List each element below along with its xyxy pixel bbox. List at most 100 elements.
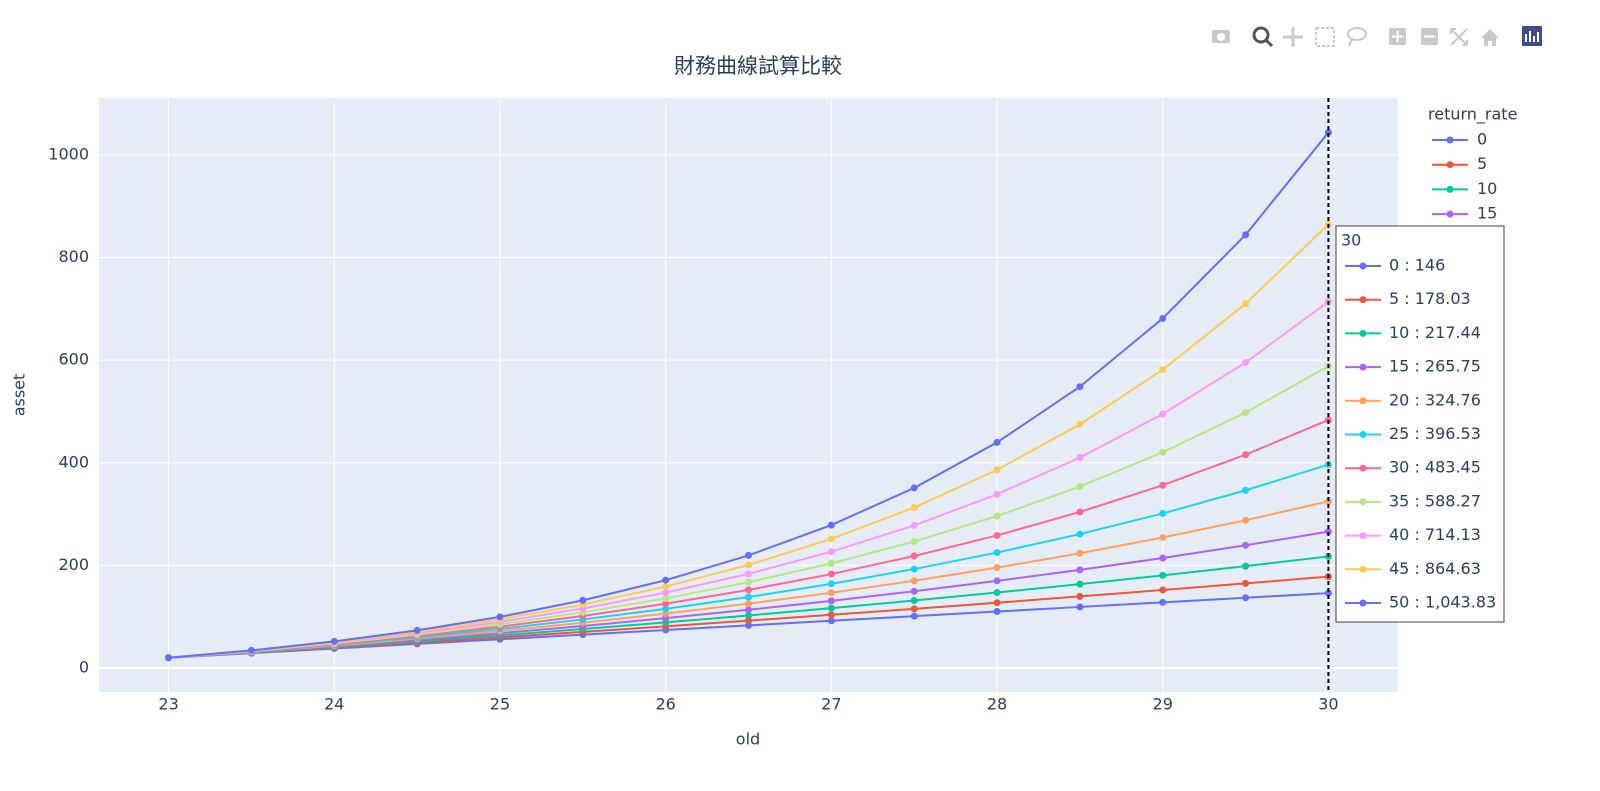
data-point: [993, 531, 1001, 539]
legend-item[interactable]: 15: [1432, 204, 1497, 223]
toolbar-button[interactable]: [1481, 29, 1499, 46]
data-point: [1076, 508, 1084, 516]
x-tick-label: 25: [490, 695, 510, 714]
legend-item[interactable]: 5: [1432, 154, 1487, 173]
hover-label: 20 : 324.76: [1389, 390, 1481, 409]
data-point: [1242, 486, 1250, 494]
legend-marker: [1446, 210, 1454, 218]
data-point: [1076, 566, 1084, 574]
data-point: [745, 593, 752, 601]
data-point: [1076, 383, 1084, 391]
data-point: [827, 604, 835, 612]
data-point: [1076, 483, 1084, 491]
data-point: [993, 490, 1001, 498]
hover-marker: [1359, 329, 1367, 337]
data-point: [745, 578, 752, 586]
data-point: [993, 589, 1001, 597]
hover-marker: [1359, 599, 1367, 607]
toolbar-button[interactable]: [1389, 28, 1406, 45]
data-point: [165, 654, 173, 662]
data-point: [1076, 530, 1084, 538]
data-point: [662, 589, 670, 597]
data-point: [910, 552, 918, 560]
toolbar-button[interactable]: [1315, 27, 1335, 47]
data-point: [910, 587, 918, 595]
hover-marker: [1359, 565, 1367, 573]
hover-label: 0 : 146: [1389, 256, 1445, 275]
data-point: [827, 535, 835, 543]
data-point: [993, 466, 1001, 474]
toolbar-button[interactable]: [1212, 30, 1230, 43]
toolbar-button[interactable]: [1347, 27, 1367, 47]
data-point: [1159, 598, 1167, 606]
data-point: [910, 565, 918, 573]
data-point: [662, 600, 670, 608]
legend-label: 15: [1477, 204, 1497, 223]
data-point: [1159, 481, 1167, 489]
data-point: [745, 586, 752, 594]
data-point: [827, 597, 835, 605]
data-point: [662, 605, 670, 613]
data-point: [827, 559, 835, 567]
hover-box: [1335, 225, 1505, 623]
data-point: [993, 512, 1001, 520]
data-point: [827, 570, 835, 578]
data-point: [1076, 603, 1084, 611]
data-point: [1242, 359, 1250, 367]
y-tick-label: 400: [58, 452, 89, 471]
data-point: [413, 626, 421, 634]
data-point: [1324, 128, 1332, 136]
y-tick-label: 1000: [48, 144, 89, 163]
legend-title: return_rate: [1428, 105, 1517, 125]
y-tick-label: 0: [79, 657, 89, 676]
hover-marker: [1359, 498, 1367, 506]
data-point: [745, 600, 752, 608]
data-point: [1242, 579, 1250, 587]
data-point: [745, 611, 752, 619]
toolbar-button[interactable]: [1522, 26, 1542, 46]
data-point: [993, 577, 1001, 585]
data-point: [1159, 366, 1167, 374]
data-point: [1242, 541, 1250, 549]
toolbar-button[interactable]: [1450, 28, 1468, 46]
hover-marker: [1359, 464, 1367, 472]
toolbar-button[interactable]: [1252, 26, 1274, 48]
data-point: [745, 561, 752, 569]
legend-item[interactable]: 10: [1432, 179, 1497, 198]
data-point: [1242, 594, 1250, 602]
toolbar: [1212, 26, 1542, 48]
data-point: [827, 589, 835, 597]
data-point: [1324, 589, 1332, 597]
hover-title: 30: [1341, 231, 1361, 250]
hover-layer: 30 0 : 146 5 : 178.03 10 : 217.44 15 : 265.7…: [1327, 98, 1505, 692]
hover-label: 30 : 483.45: [1389, 458, 1481, 477]
data-point: [910, 577, 918, 585]
toolbar-button[interactable]: [1421, 28, 1438, 45]
y-tick-label: 600: [58, 350, 89, 369]
legend-item[interactable]: 0: [1432, 130, 1487, 149]
data-point: [1242, 451, 1250, 459]
data-point: [662, 576, 670, 584]
hover-marker: [1359, 262, 1367, 270]
toolbar-button[interactable]: [1283, 27, 1303, 47]
hover-label: 15 : 265.75: [1389, 357, 1481, 376]
data-point: [910, 484, 918, 492]
legend-marker: [1446, 161, 1454, 169]
data-point: [1242, 300, 1250, 308]
data-point: [745, 617, 752, 625]
data-point: [745, 606, 752, 614]
data-point: [745, 551, 752, 559]
data-point: [579, 596, 587, 604]
series-layer: [165, 128, 1332, 662]
hover-label: 45 : 864.63: [1389, 559, 1481, 578]
data-point: [662, 610, 670, 618]
data-point: [993, 438, 1001, 446]
x-tick-label: 29: [1153, 695, 1173, 714]
hover-marker: [1359, 431, 1367, 438]
data-point: [993, 549, 1001, 557]
data-point: [1159, 571, 1167, 579]
legend-marker: [1446, 136, 1454, 144]
data-point: [1159, 314, 1167, 322]
